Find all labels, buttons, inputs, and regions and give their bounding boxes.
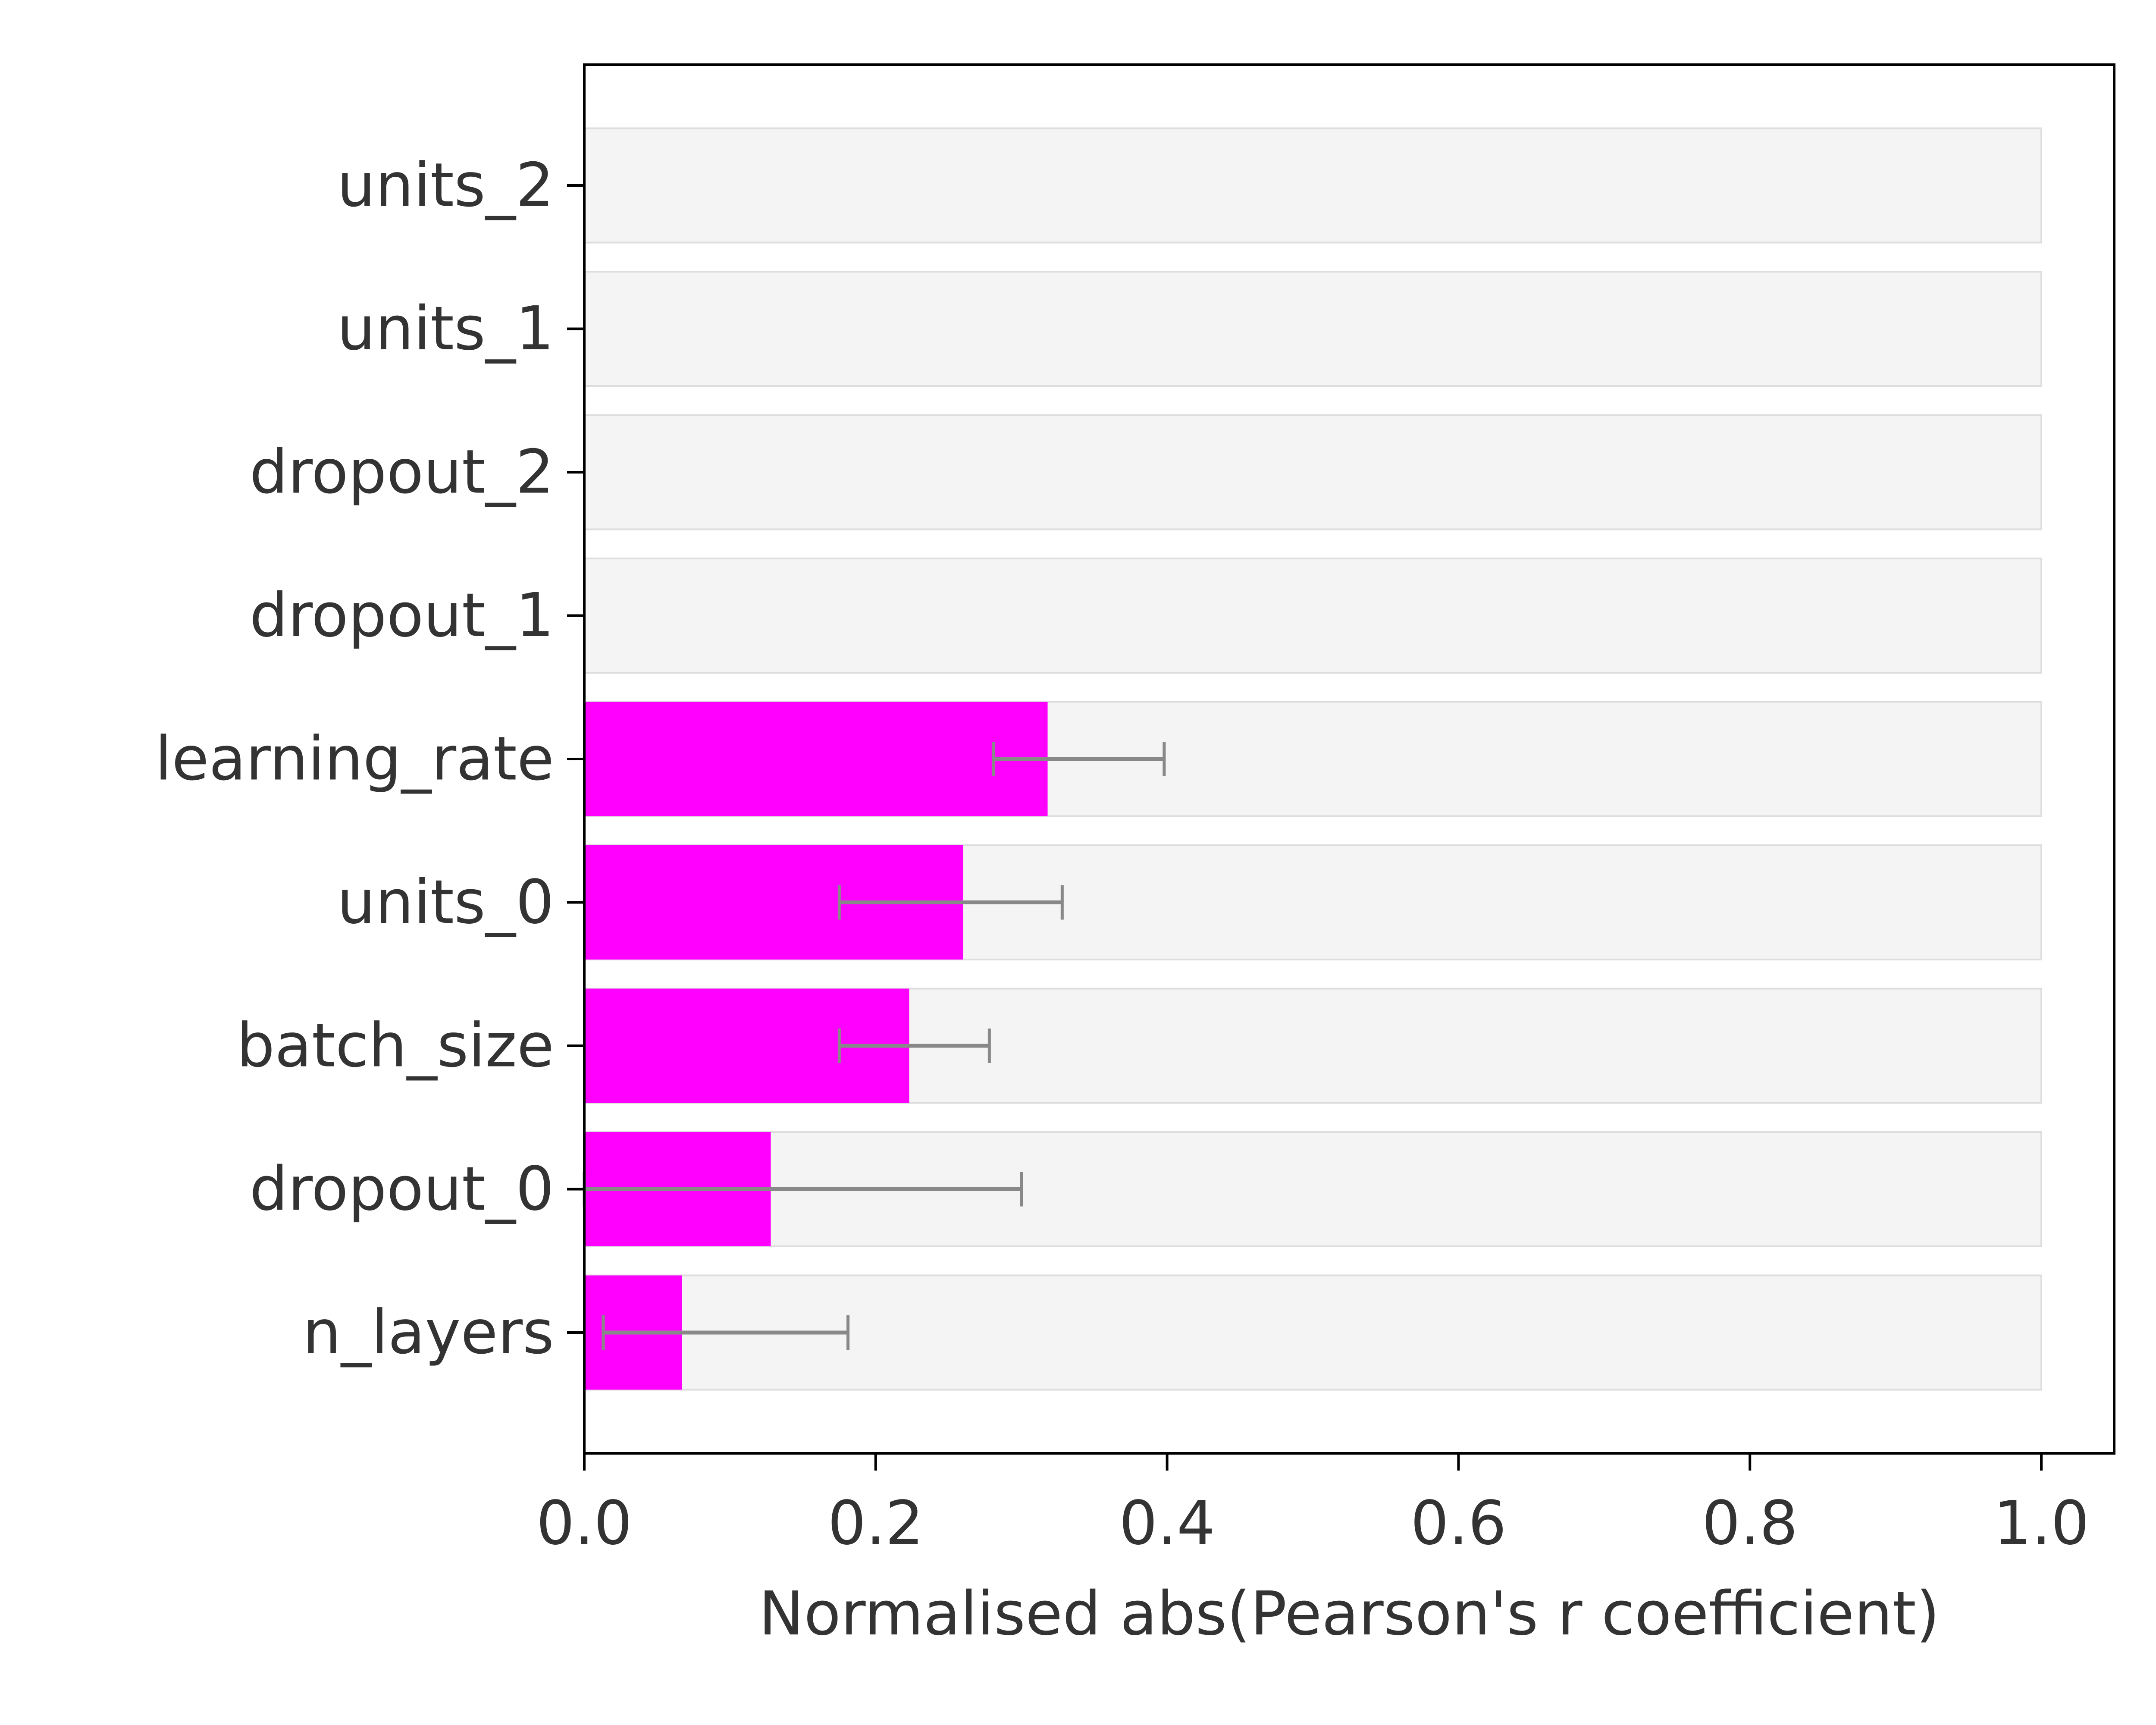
background-bar	[583, 558, 2043, 674]
error-bars	[583, 742, 1166, 1350]
bar	[584, 702, 1048, 816]
error-bar	[837, 885, 1064, 920]
x-tick-label: 0.4	[1119, 1488, 1215, 1559]
x-tick-label: 0.6	[1410, 1488, 1507, 1559]
y-tick-label: learning_rate	[155, 724, 554, 794]
x-tick-label: 0.8	[1702, 1488, 1798, 1559]
y-tick-label: batch_size	[236, 1011, 554, 1081]
x-axis-ticks: 0.0 0.2 0.4 0.6 0.8 1.0	[536, 1453, 2090, 1559]
background-bar	[583, 414, 2043, 530]
error-bar	[602, 1315, 850, 1350]
x-tick-label: 0.0	[536, 1488, 633, 1559]
y-tick-label: dropout_0	[250, 1154, 554, 1224]
background-bar	[583, 127, 2043, 244]
y-tick-label: dropout_1	[250, 580, 554, 651]
error-bar	[837, 1029, 991, 1063]
y-tick-label: dropout_2	[250, 437, 554, 508]
y-tick-label: units_2	[337, 151, 554, 221]
x-axis-label: Normalised abs(Pearson's r coefficient)	[759, 1579, 1940, 1649]
x-tick-label: 1.0	[1993, 1488, 2090, 1559]
y-tick-label: n_layers	[303, 1298, 554, 1368]
background-bar	[583, 271, 2043, 387]
y-tick-label: units_0	[337, 867, 554, 938]
x-tick-label: 0.2	[827, 1488, 924, 1559]
error-bar	[992, 742, 1166, 776]
y-tick-label: units_1	[337, 294, 554, 364]
y-axis-ticks: units_2 units_1 dropout_2 dropout_1 learning…	[155, 151, 584, 1368]
